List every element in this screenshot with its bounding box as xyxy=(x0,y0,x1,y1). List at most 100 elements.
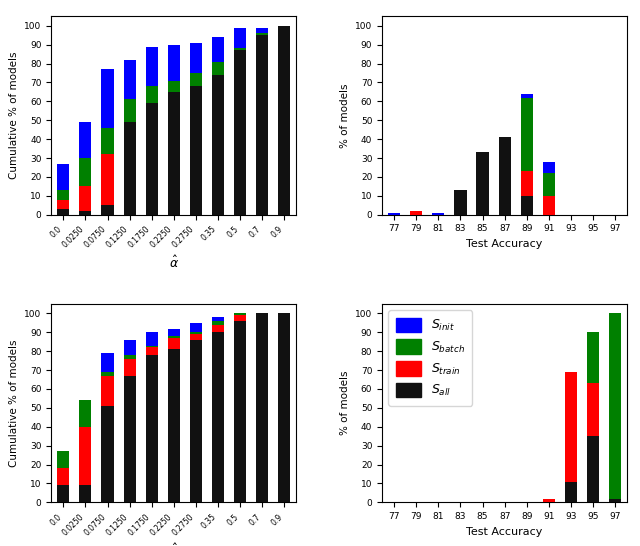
Bar xyxy=(565,482,577,502)
Y-axis label: Cumulative % of models: Cumulative % of models xyxy=(9,52,19,179)
Bar xyxy=(190,333,202,502)
Bar xyxy=(101,205,113,215)
Bar xyxy=(145,103,157,215)
Bar xyxy=(587,436,599,502)
Bar xyxy=(499,204,511,215)
Bar xyxy=(587,333,599,502)
Bar xyxy=(278,313,290,502)
Bar xyxy=(278,26,290,215)
Bar xyxy=(521,171,533,215)
Bar xyxy=(124,99,136,215)
Bar xyxy=(190,86,202,215)
Bar xyxy=(145,347,157,502)
Bar xyxy=(212,317,224,502)
Bar xyxy=(256,313,268,502)
Bar xyxy=(454,213,467,215)
Bar xyxy=(168,92,180,215)
Bar xyxy=(565,485,577,502)
Bar xyxy=(234,313,246,502)
Bar xyxy=(101,155,113,215)
Bar xyxy=(256,33,268,215)
Bar xyxy=(57,200,69,215)
Bar xyxy=(278,26,290,215)
Bar xyxy=(57,452,69,502)
Bar xyxy=(234,50,246,215)
Bar xyxy=(101,69,113,215)
Bar xyxy=(477,213,488,215)
Bar xyxy=(145,86,157,215)
Bar xyxy=(124,359,136,502)
Bar xyxy=(543,196,555,215)
Bar xyxy=(168,45,180,215)
Bar xyxy=(454,213,467,215)
Bar xyxy=(168,329,180,502)
Bar xyxy=(256,313,268,502)
Bar xyxy=(609,498,621,502)
X-axis label: Test Accuracy: Test Accuracy xyxy=(467,239,543,249)
Bar xyxy=(212,325,224,502)
Bar xyxy=(57,164,69,215)
Bar xyxy=(79,400,92,502)
X-axis label: $\hat{\alpha}$: $\hat{\alpha}$ xyxy=(169,543,179,546)
Bar xyxy=(190,323,202,502)
Bar xyxy=(79,485,92,502)
Bar xyxy=(57,190,69,215)
Bar xyxy=(521,98,533,215)
Bar xyxy=(234,315,246,502)
Bar xyxy=(168,349,180,502)
Bar xyxy=(101,376,113,502)
Bar xyxy=(587,383,599,502)
Legend: $S_{init}$, $S_{batch}$, $S_{train}$, $S_{all}$: $S_{init}$, $S_{batch}$, $S_{train}$, $S… xyxy=(388,310,472,406)
Bar xyxy=(278,26,290,215)
Bar xyxy=(57,485,69,502)
Bar xyxy=(256,35,268,215)
Bar xyxy=(278,313,290,502)
Bar xyxy=(124,60,136,215)
Bar xyxy=(101,128,113,215)
Bar xyxy=(477,152,488,215)
Bar xyxy=(543,173,555,215)
Bar xyxy=(145,46,157,215)
Bar xyxy=(57,452,69,502)
Bar xyxy=(609,498,621,502)
Bar xyxy=(145,355,157,502)
Bar xyxy=(124,340,136,502)
Bar xyxy=(212,333,224,502)
Bar xyxy=(79,186,92,215)
Bar xyxy=(410,213,422,215)
Bar xyxy=(609,313,621,502)
Bar xyxy=(145,333,157,502)
Bar xyxy=(124,355,136,502)
Bar xyxy=(234,50,246,215)
X-axis label: $\hat{\alpha}$: $\hat{\alpha}$ xyxy=(169,256,179,271)
Bar xyxy=(565,372,577,502)
Bar xyxy=(190,73,202,215)
Bar xyxy=(454,190,467,215)
Bar xyxy=(79,400,92,502)
Bar xyxy=(256,313,268,502)
Bar xyxy=(168,336,180,502)
Bar xyxy=(234,313,246,502)
Bar xyxy=(57,468,69,502)
Bar xyxy=(190,334,202,502)
Bar xyxy=(212,75,224,215)
Bar xyxy=(234,321,246,502)
Bar xyxy=(124,122,136,215)
Bar xyxy=(101,372,113,502)
Bar xyxy=(499,137,511,215)
Y-axis label: % of models: % of models xyxy=(340,84,349,148)
Bar xyxy=(521,196,533,215)
X-axis label: Test Accuracy: Test Accuracy xyxy=(467,526,543,537)
Bar xyxy=(190,340,202,502)
Bar xyxy=(477,213,488,215)
Bar xyxy=(587,333,599,502)
Bar xyxy=(234,28,246,215)
Bar xyxy=(521,94,533,215)
Bar xyxy=(410,211,422,215)
Bar xyxy=(124,376,136,502)
Bar xyxy=(79,158,92,215)
Bar xyxy=(79,122,92,215)
Bar xyxy=(79,427,92,502)
Bar xyxy=(565,483,577,502)
Bar xyxy=(499,137,511,215)
